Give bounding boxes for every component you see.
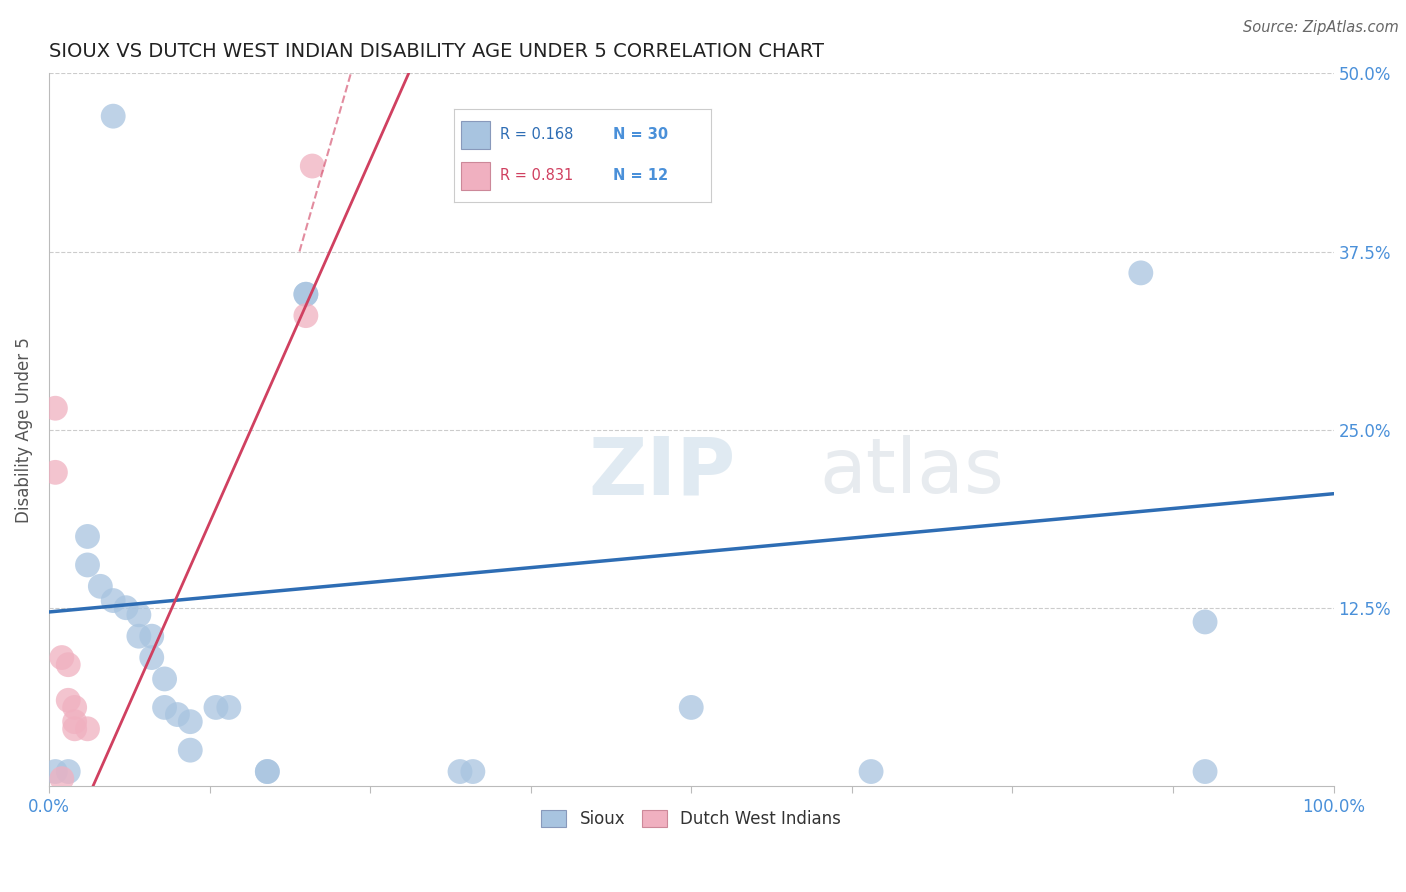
Point — [218, 700, 240, 714]
Point — [1129, 266, 1152, 280]
Point — [76, 558, 98, 572]
Point — [63, 714, 86, 729]
Point — [179, 743, 201, 757]
Point — [58, 764, 80, 779]
Point — [295, 287, 318, 301]
Point — [205, 700, 228, 714]
Point — [103, 109, 125, 123]
Point — [166, 707, 188, 722]
Point — [44, 401, 66, 416]
Point — [63, 700, 86, 714]
Point — [128, 607, 150, 622]
Point — [141, 629, 163, 643]
Point — [256, 764, 278, 779]
Point — [128, 629, 150, 643]
Point — [295, 287, 318, 301]
Point — [63, 722, 86, 736]
Point — [153, 672, 176, 686]
Point — [256, 764, 278, 779]
Point — [1194, 615, 1216, 629]
Point — [51, 650, 73, 665]
Point — [58, 693, 80, 707]
Point — [449, 764, 471, 779]
Point — [1194, 764, 1216, 779]
Point — [115, 600, 138, 615]
Legend: Sioux, Dutch West Indians: Sioux, Dutch West Indians — [534, 803, 848, 834]
Point — [76, 529, 98, 543]
Point — [58, 657, 80, 672]
Text: SIOUX VS DUTCH WEST INDIAN DISABILITY AGE UNDER 5 CORRELATION CHART: SIOUX VS DUTCH WEST INDIAN DISABILITY AG… — [49, 42, 824, 61]
Y-axis label: Disability Age Under 5: Disability Age Under 5 — [15, 336, 32, 523]
Point — [153, 700, 176, 714]
Point — [295, 309, 318, 323]
Text: atlas: atlas — [820, 435, 1004, 509]
Point — [461, 764, 484, 779]
Point — [179, 714, 201, 729]
Point — [860, 764, 883, 779]
Point — [681, 700, 703, 714]
Point — [51, 772, 73, 786]
Text: Source: ZipAtlas.com: Source: ZipAtlas.com — [1243, 20, 1399, 35]
Point — [89, 579, 111, 593]
Point — [44, 466, 66, 480]
Point — [103, 593, 125, 607]
Point — [141, 650, 163, 665]
Point — [76, 722, 98, 736]
Point — [301, 159, 323, 173]
Point — [44, 764, 66, 779]
Text: ZIP: ZIP — [589, 434, 735, 511]
